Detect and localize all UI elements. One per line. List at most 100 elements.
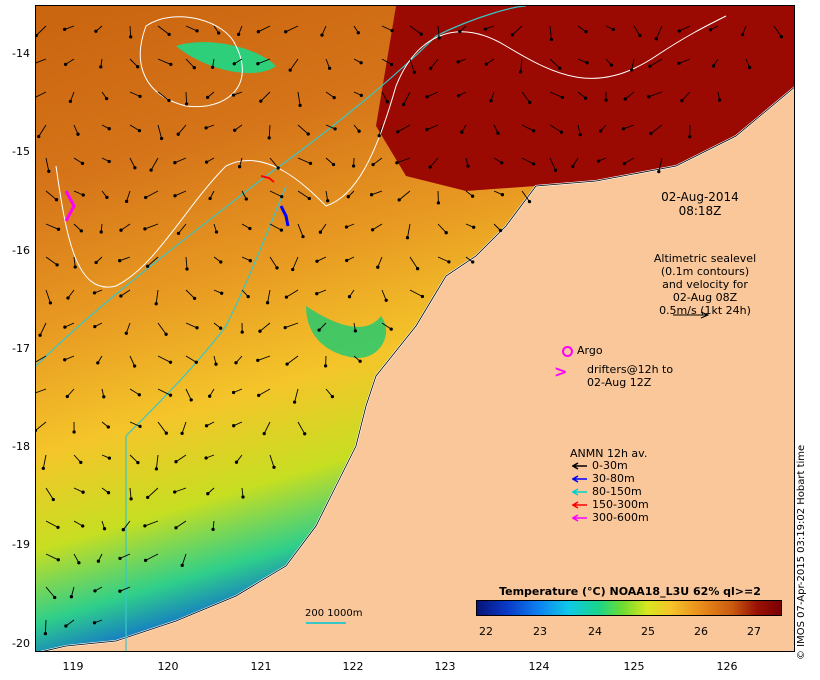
- isobath-scale-bar: [306, 622, 346, 624]
- time-line: 08:18Z: [678, 204, 722, 218]
- velocity-arrow-head: [119, 294, 123, 298]
- velocity-arrow-head: [47, 169, 51, 173]
- velocity-arrow: [145, 553, 159, 561]
- anmn-arrow-icon: [572, 488, 587, 496]
- anmn-legend-label: 0-30m: [592, 459, 628, 472]
- velocity-arrow-head: [272, 465, 276, 469]
- velocity-arrow: [658, 157, 663, 172]
- velocity-arrow-head: [124, 331, 128, 335]
- velocity-arrow: [623, 124, 635, 130]
- velocity-arrow-head: [528, 100, 532, 105]
- velocity-arrow: [678, 58, 691, 64]
- velocity-arrow: [409, 25, 422, 35]
- velocity-arrow: [45, 586, 56, 598]
- velocity-arrow: [126, 190, 131, 202]
- velocity-arrow-head: [102, 527, 107, 531]
- velocity-arrow-head: [596, 159, 601, 163]
- velocity-arrow-head: [121, 528, 125, 532]
- velocity-arrow-head: [145, 264, 150, 268]
- velocity-arrow-head: [56, 227, 61, 231]
- velocity-arrow-head: [470, 194, 475, 198]
- velocity-arrow-head: [159, 136, 164, 141]
- velocity-arrow-head: [173, 490, 177, 494]
- velocity-arrow-head: [425, 127, 429, 132]
- velocity-arrow-head: [233, 128, 237, 132]
- lon-label: 125: [623, 660, 645, 673]
- velocity-arrow-head: [79, 229, 83, 233]
- velocity-arrow: [624, 157, 635, 164]
- velocity-arrow-head: [104, 96, 109, 101]
- velocity-arrow-head: [118, 259, 122, 263]
- velocity-arrow: [185, 289, 195, 299]
- colorbar-tick: 25: [641, 625, 655, 638]
- anmn-legend-label: 80-150m: [592, 485, 642, 498]
- velocity-arrow-head: [518, 70, 523, 74]
- sst-map[interactable]: [35, 5, 795, 652]
- velocity-arrow-head: [284, 295, 289, 299]
- velocity-arrow-head: [173, 194, 177, 198]
- velocity-arrow-head: [527, 199, 532, 204]
- velocity-arrow: [325, 58, 331, 69]
- velocity-arrow: [157, 124, 163, 139]
- velocity-arrow-head: [133, 166, 137, 170]
- velocity-arrow: [521, 124, 534, 132]
- velocity-arrow-head: [283, 325, 287, 330]
- velocity-arrow-head: [204, 456, 208, 460]
- velocity-arrow-head: [369, 193, 374, 197]
- velocity-arrow-head: [371, 162, 375, 167]
- velocity-arrow: [512, 25, 523, 36]
- velocity-arrow-head: [168, 360, 173, 364]
- velocity-arrow-head: [211, 527, 215, 532]
- velocity-arrow: [45, 190, 57, 201]
- velocity-arrow-head: [244, 197, 248, 201]
- velocity-arrow: [42, 454, 47, 469]
- velocity-arrow-head: [210, 65, 215, 69]
- velocity-arrow-head: [208, 196, 212, 201]
- velocity-arrow-head: [96, 361, 100, 365]
- velocity-arrow-head: [64, 624, 68, 628]
- argo-label: Argo: [577, 344, 603, 357]
- anmn-legend-item: 300-600m: [572, 512, 649, 524]
- velocity-arrow-head: [265, 301, 270, 305]
- velocity-arrow-head: [81, 524, 85, 528]
- velocity-arrow: [396, 157, 411, 164]
- velocity-arrow-head: [149, 168, 153, 172]
- velocity-arrow-head: [611, 27, 615, 32]
- velocity-arrow-head: [154, 467, 159, 471]
- velocity-arrow: [145, 190, 159, 198]
- velocity-arrow-head: [106, 425, 110, 429]
- velocity-arrow: [129, 421, 141, 427]
- anmn-legend-label: 150-300m: [592, 498, 649, 511]
- lon-label: 121: [250, 660, 272, 673]
- velocity-arrow-head: [397, 198, 401, 202]
- velocity-arrow-head: [429, 66, 433, 71]
- velocity-arrow-head: [583, 96, 588, 100]
- velocity-arrow-head: [81, 490, 85, 494]
- velocity-arrow-head: [189, 398, 193, 402]
- velocity-arrow: [316, 256, 327, 262]
- velocity-arrow: [36, 58, 47, 64]
- velocity-arrow: [257, 355, 271, 361]
- velocity-arrow-head: [214, 230, 219, 234]
- velocity-arrow-head: [234, 361, 238, 365]
- velocity-arrow-head: [496, 131, 500, 135]
- velocity-arrow: [36, 388, 47, 394]
- velocity-arrow: [185, 355, 197, 363]
- velocity-arrow-head: [604, 98, 608, 102]
- velocity-arrow-head: [510, 33, 515, 37]
- velocity-arrow-head: [232, 424, 236, 428]
- velocity-arrow: [289, 58, 299, 71]
- velocity-arrow-head: [622, 161, 626, 166]
- velocity-arrow-head: [357, 129, 361, 133]
- velocity-arrow-head: [93, 589, 97, 593]
- velocity-arrow: [185, 25, 198, 32]
- velocity-arrow-head: [405, 236, 410, 240]
- velocity-arrow-head: [498, 228, 503, 233]
- velocity-arrow-head: [167, 32, 171, 37]
- velocity-arrow: [157, 58, 171, 65]
- velocity-arrow-head: [164, 332, 168, 336]
- velocity-arrow: [549, 124, 562, 133]
- velocity-arrow-head: [63, 62, 68, 67]
- velocity-arrow-head: [276, 166, 280, 170]
- velocity-arrow-head: [279, 228, 284, 232]
